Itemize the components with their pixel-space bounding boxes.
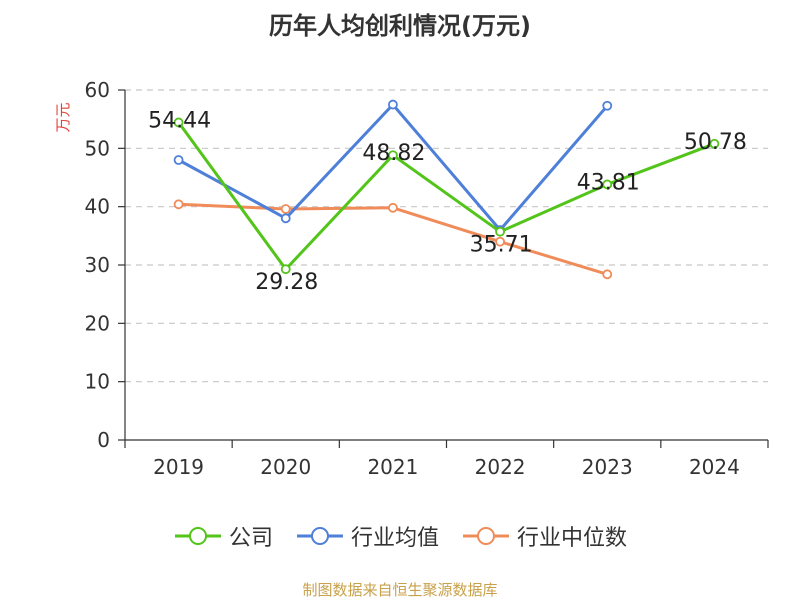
data-label: 50.78	[684, 130, 747, 155]
data-point	[173, 199, 184, 210]
data-point	[602, 269, 613, 280]
y-tick-label: 60	[85, 78, 110, 102]
data-point	[280, 204, 291, 214]
legend-item[interactable]: 行业中位数	[461, 520, 627, 552]
data-point	[602, 179, 613, 190]
data-point	[388, 99, 398, 110]
series-line-2	[178, 202, 608, 276]
legend-item[interactable]: 公司	[173, 520, 273, 552]
x-tick-label: 2020	[260, 455, 311, 479]
data-point	[280, 264, 291, 275]
data-label: 29.28	[255, 270, 318, 295]
data-label: 54.44	[148, 108, 211, 133]
data-label: 35.71	[470, 233, 533, 258]
x-tick-label: 2022	[475, 455, 526, 479]
y-tick-label: 30	[85, 253, 110, 277]
legend: 公司 行业均值 行业中位数	[0, 520, 800, 552]
data-point	[388, 202, 398, 213]
legend-label: 行业中位数	[517, 526, 628, 551]
data-point	[709, 138, 720, 149]
y-axis-label: 万元	[54, 102, 72, 132]
legend-label: 行业均值	[350, 526, 439, 551]
source-note: 制图数据来自恒生聚源数据库	[302, 581, 498, 599]
data-point	[495, 236, 505, 247]
y-tick-label: 50	[85, 136, 110, 160]
x-tick-label: 2023	[582, 455, 633, 479]
series-layer	[173, 99, 720, 280]
x-tick-label: 2019	[153, 455, 204, 479]
data-point	[280, 213, 291, 224]
axis-layer: 0 10 20 30 40 50 60 2019 2020 2021 2022 2023 2024 万元	[54, 78, 769, 479]
data-point	[388, 150, 398, 161]
data-point	[173, 155, 184, 165]
legend-swatch	[463, 527, 509, 545]
y-tick-label: 10	[85, 370, 110, 394]
y-tick-label: 40	[85, 195, 110, 219]
legend-label: 公司	[228, 526, 273, 551]
grid-layer	[125, 89, 768, 383]
y-tick-label: 20	[85, 311, 110, 335]
data-point	[602, 100, 613, 111]
x-tick-label: 2021	[367, 455, 418, 479]
data-label-layer: 54.44 29.28 48.82 35.71 43.81 50.78	[148, 108, 747, 295]
chart-title: 历年人均创利情况(万元)	[269, 12, 531, 40]
legend-swatch	[174, 527, 221, 545]
legend-item[interactable]: 行业均值	[295, 520, 439, 552]
y-tick-label: 0	[97, 428, 110, 452]
x-tick-label: 2024	[689, 455, 740, 479]
data-point	[173, 117, 184, 128]
legend-swatch	[296, 527, 343, 545]
data-label: 43.81	[577, 170, 640, 195]
data-point	[495, 226, 505, 237]
data-label: 48.82	[362, 141, 425, 166]
series-line-0	[177, 121, 715, 271]
